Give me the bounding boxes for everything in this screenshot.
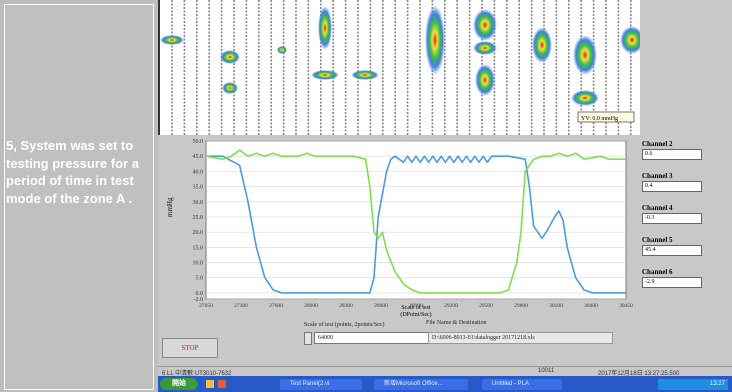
- channel-value: 0.6: [642, 149, 702, 160]
- y-tick-label: 10.0: [193, 261, 204, 267]
- x-axis-sublabel: (DPoint/Sec): [400, 311, 431, 318]
- x-tick-label: 27300: [234, 303, 248, 309]
- channel-block: Channel 2 0.6: [642, 139, 702, 160]
- x-tick-label: 28000: [304, 303, 318, 309]
- scale-input[interactable]: 64000: [314, 332, 429, 344]
- heatmap-blob: [222, 82, 238, 94]
- channel-panel: Channel 2 0.6 Channel 3 0.4 Channel 4 -0.3 Cha…: [636, 135, 732, 318]
- y-tick-label: 45.0: [193, 154, 204, 160]
- x-tick-label: 29800: [514, 303, 528, 309]
- x-tick-label: 28600: [374, 303, 388, 309]
- series-line: [206, 155, 626, 294]
- y-tick-label: 5.0: [196, 276, 204, 282]
- channel-label: Channel 4: [642, 204, 673, 212]
- channel-label: Channel 2: [642, 140, 673, 148]
- y-tick-label: 35.0: [193, 185, 204, 191]
- heatmap-blob: [425, 5, 445, 75]
- channel-block: Channel 3 0.4: [642, 171, 702, 192]
- y-tick-label: 0.0: [196, 291, 204, 297]
- taskbar-item[interactable]: Untitled - PLA: [482, 379, 562, 390]
- channel-block: Channel 5 45.4: [642, 235, 702, 256]
- x-tick-label: 29500: [479, 303, 493, 309]
- stop-button[interactable]: STOP: [162, 338, 218, 358]
- heatmap-blob: [473, 41, 497, 55]
- caption-frame: [4, 4, 154, 390]
- x-tick-label: 28900: [409, 303, 423, 309]
- status-left: 6 LL 中清數 UT3010-7632: [162, 371, 232, 377]
- taskbar: 開始 Test Panel(2.vi 新增Microsoft Office...…: [158, 376, 732, 392]
- scale-label: Scale of test (points, 2points/Sec): [304, 322, 385, 328]
- status-mid: 10011: [538, 368, 555, 374]
- start-button[interactable]: 開始: [160, 378, 198, 390]
- control-bar: STOP Scale of test (points, 2points/Sec)…: [158, 318, 732, 366]
- quick-launch-icon[interactable]: [218, 380, 226, 388]
- heatmap-blob: [473, 9, 497, 41]
- heatmap-blob: [475, 64, 495, 96]
- channel-value: -0.3: [642, 213, 702, 224]
- taskbar-item[interactable]: 新增Microsoft Office...: [374, 379, 468, 390]
- heatmap-blob: [571, 90, 599, 106]
- heatmap-canvas: YV: 0.0 mmHg: [160, 0, 702, 135]
- series-line: [205, 149, 626, 294]
- heatmap-blob: [620, 26, 644, 54]
- heatmap-blob: [220, 50, 240, 64]
- status-bar: 6 LL 中清數 UT3010-7632 10011 2017年12月18日 1…: [158, 366, 732, 377]
- channel-label: Channel 3: [642, 172, 673, 180]
- x-tick-label: 28300: [339, 303, 353, 309]
- quick-launch-icon[interactable]: [206, 380, 214, 388]
- x-tick-label: 30400: [584, 303, 598, 309]
- heatmap-blob: [573, 35, 597, 75]
- heatmap-blob: [318, 6, 332, 50]
- heatmap-blob: [532, 27, 552, 63]
- heatmap-blob: [351, 70, 379, 80]
- y-tick-label: 20.0: [193, 230, 204, 236]
- pressure-chart: mmHg Scale of test (DPoint/Sec) 50.0 45.0…: [158, 135, 636, 318]
- screenshot-region: YV: 0.0 mmHg mmHg Scale of test (DPoint/…: [158, 0, 732, 392]
- x-tick-label: 30100: [549, 303, 563, 309]
- system-tray-clock: 13:27: [658, 379, 728, 390]
- caption-panel: 5, System was set to testing pressure fo…: [0, 0, 158, 392]
- y-tick-label: 25.0: [193, 215, 204, 221]
- x-tick-label: 29200: [444, 303, 458, 309]
- channel-value: 0.4: [642, 181, 702, 192]
- y-tick-label: 15.0: [193, 245, 204, 251]
- y-tick-label: -2.0: [194, 297, 204, 303]
- caption-text: 5, System was set to testing pressure fo…: [6, 138, 139, 206]
- plot-area: [205, 140, 627, 300]
- heatmap-view: YV: 0.0 mmHg: [158, 0, 702, 135]
- x-tick-label: 27050: [199, 303, 213, 309]
- taskbar-item[interactable]: Test Panel(2.vi: [280, 379, 362, 390]
- channel-block: Channel 6 -2.9: [642, 267, 702, 288]
- x-tick-label: 30450: [619, 303, 633, 309]
- channel-label: Channel 5: [642, 236, 673, 244]
- file-path-field[interactable]: D:\6006-8013-01\datalogger 20171218.xls: [428, 332, 613, 344]
- y-tick-label: 40.0: [193, 169, 204, 175]
- y-tick-label: 50.0: [193, 139, 204, 145]
- channel-value: 45.4: [642, 245, 702, 256]
- heatmap-blob: [311, 70, 339, 80]
- x-axis-label: Scale of test: [401, 304, 431, 311]
- heatmap-blob: [277, 46, 287, 54]
- channel-value: -2.9: [642, 277, 702, 288]
- file-label: File Name & Destination: [426, 320, 487, 326]
- status-right: 2017年12月18日 13:27:25.500: [598, 371, 680, 377]
- y-tick-label: 30.0: [193, 200, 204, 206]
- scale-spinner[interactable]: [304, 332, 312, 345]
- heatmap-readout: YV: 0.0 mmHg: [581, 116, 618, 122]
- y-axis-label: mmHg: [166, 197, 174, 217]
- channel-label: Channel 6: [642, 268, 673, 276]
- x-tick-label: 27600: [269, 303, 283, 309]
- channel-block: Channel 4 -0.3: [642, 203, 702, 224]
- heatmap-blob: [160, 35, 184, 45]
